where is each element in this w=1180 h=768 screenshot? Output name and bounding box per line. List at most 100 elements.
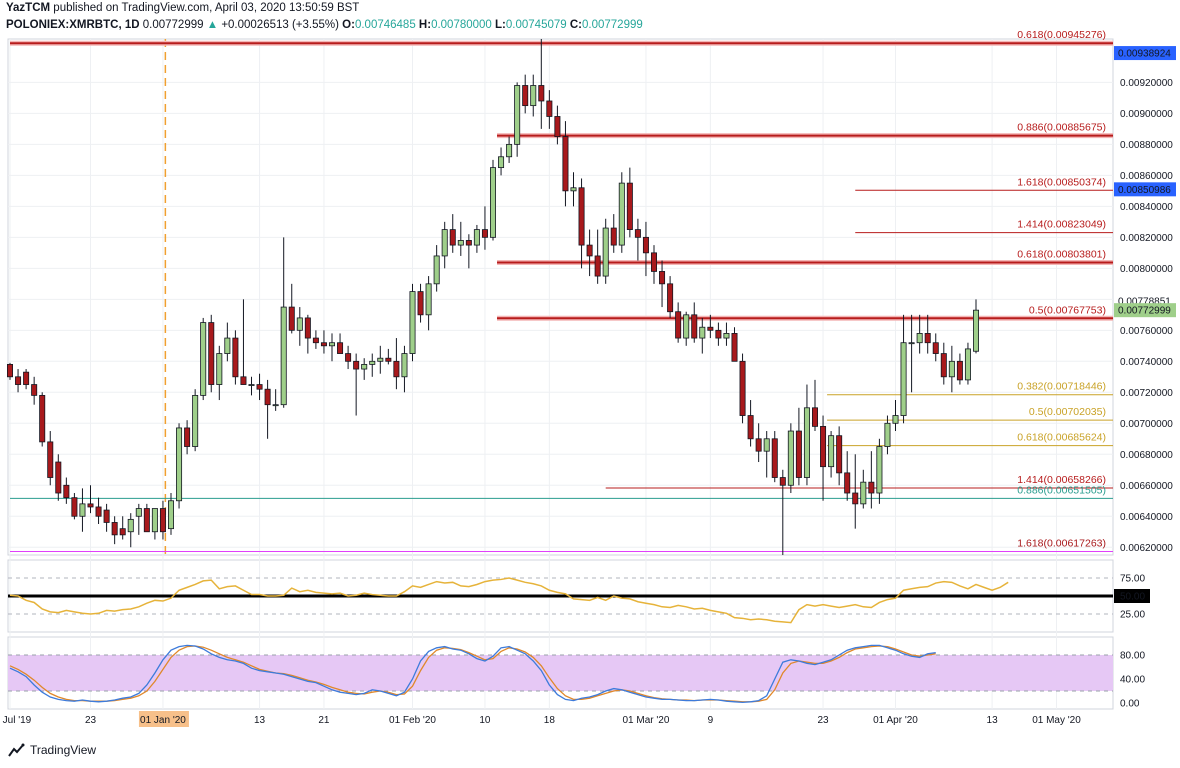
candle-body xyxy=(973,309,980,352)
candle-body xyxy=(208,322,215,385)
time-tick-label: 18 xyxy=(544,715,556,726)
candle-body xyxy=(747,415,754,440)
rsi-tick-label: 25.00 xyxy=(1120,610,1145,621)
price-change: +0.00026513 (+3.55%) xyxy=(221,19,339,31)
candle-body xyxy=(393,360,400,378)
candle-body xyxy=(594,255,601,277)
fib-level-label: 0.5(0.00767753) xyxy=(1029,304,1106,316)
price-tick-label: 0.00660000 xyxy=(1120,481,1173,492)
candle-body xyxy=(200,322,207,396)
last-price: 0.00772999 xyxy=(142,19,204,31)
candle-body xyxy=(803,407,810,478)
candle-body xyxy=(812,407,819,427)
candle-body xyxy=(417,291,424,316)
price-tag-box xyxy=(1114,303,1176,318)
candle-body xyxy=(860,481,867,505)
candle-body xyxy=(964,348,971,381)
candle-body xyxy=(538,85,545,102)
rsi-line xyxy=(9,577,1009,624)
candle-body xyxy=(956,360,963,381)
tradingview-brand: TradingView xyxy=(30,743,97,757)
candle-body xyxy=(280,306,287,406)
fib-level-label: 1.414(0.00823049) xyxy=(1017,219,1106,231)
candle-body xyxy=(433,255,440,285)
candle-body xyxy=(876,446,883,494)
candle-body xyxy=(683,314,690,339)
price-tag-label: 0.00938924 xyxy=(1118,49,1171,60)
price-tick-label: 0.00680000 xyxy=(1120,450,1173,461)
close-value: 0.00772999 xyxy=(582,19,643,31)
tradingview-footer[interactable]: TradingView xyxy=(8,743,96,757)
candle-body xyxy=(15,376,22,385)
fib-level-label: 0.886(0.00651505) xyxy=(1017,484,1106,496)
low-label: L: xyxy=(495,19,506,31)
time-tick-label: 13 xyxy=(254,715,266,726)
price-tick-label: 0.00820000 xyxy=(1120,233,1173,244)
symbol-line: POLONIEX:XMRBTC, 1D 0.00772999 ▲ +0.0002… xyxy=(6,19,643,31)
publisher-name[interactable]: YazTCM xyxy=(6,2,51,14)
candle-body xyxy=(143,508,150,533)
candle-body xyxy=(296,317,303,331)
stoch-k-line xyxy=(9,644,936,704)
price-tick-label: 0.00640000 xyxy=(1120,512,1173,523)
price-tick-label: 0.00920000 xyxy=(1120,78,1173,89)
candle-body xyxy=(763,438,770,452)
time-tick-label: 9 xyxy=(708,715,714,726)
candle-body xyxy=(634,229,641,238)
candle-body xyxy=(892,415,899,424)
fib-level-label: 1.618(0.00850374) xyxy=(1017,176,1106,188)
candle-body xyxy=(176,427,183,502)
candle-body xyxy=(610,227,617,246)
candle-body xyxy=(465,240,472,246)
candle-body xyxy=(852,492,859,505)
candle-body xyxy=(103,509,110,523)
low-value: 0.00745079 xyxy=(505,19,567,31)
high-value: 0.00780000 xyxy=(431,19,492,31)
candle-body xyxy=(691,314,698,339)
time-tick-label: 01 Jul '19 xyxy=(0,715,32,726)
candle-body xyxy=(401,353,408,378)
candle-body xyxy=(916,333,923,344)
tradingview-logo-icon xyxy=(8,743,25,757)
candle-body xyxy=(731,333,738,362)
candle-body xyxy=(127,518,134,533)
candle-body xyxy=(441,229,448,257)
candle-body xyxy=(626,182,633,230)
candle-body xyxy=(948,360,955,378)
price-tag-label: 0.00850986 xyxy=(1118,185,1171,196)
time-tick-highlight xyxy=(138,711,189,727)
candle-body xyxy=(159,508,166,533)
symbol-name: POLONIEX:XMRBTC, 1D xyxy=(6,19,140,31)
time-tick-label: 21 xyxy=(318,715,330,726)
candle-body xyxy=(47,441,54,478)
price-tick-label: 0.00900000 xyxy=(1120,109,1173,120)
candle-body xyxy=(264,388,271,406)
candle-body xyxy=(457,240,464,246)
candle-body xyxy=(87,503,94,508)
price-tick-label: 0.00720000 xyxy=(1120,388,1173,399)
candle-body xyxy=(481,229,488,238)
candle-body xyxy=(659,271,666,285)
candle-body xyxy=(586,244,593,257)
fib-level-label: 0.886(0.00885675) xyxy=(1017,122,1106,134)
candle-body xyxy=(514,85,521,145)
price-tick-label: 0.00700000 xyxy=(1120,419,1173,430)
price-tag-box xyxy=(1114,46,1176,61)
candle-body xyxy=(288,306,295,331)
candle-body xyxy=(506,143,513,158)
candle-body xyxy=(884,422,891,447)
price-tick-label: 0.00840000 xyxy=(1120,202,1173,213)
candle-body xyxy=(320,342,327,347)
stoch-band xyxy=(8,655,1113,691)
candle-body xyxy=(39,394,46,443)
candle-body xyxy=(377,357,384,362)
candle-body xyxy=(779,477,786,486)
stoch-tick-label: 80.00 xyxy=(1120,651,1145,662)
candle-body xyxy=(940,353,947,378)
candle-body xyxy=(828,435,835,468)
candle-body xyxy=(618,182,625,246)
price-tag-label: 0.00778851 xyxy=(1118,297,1171,308)
candle-body xyxy=(328,342,335,347)
time-tick-label: 01 Mar '20 xyxy=(622,715,669,726)
